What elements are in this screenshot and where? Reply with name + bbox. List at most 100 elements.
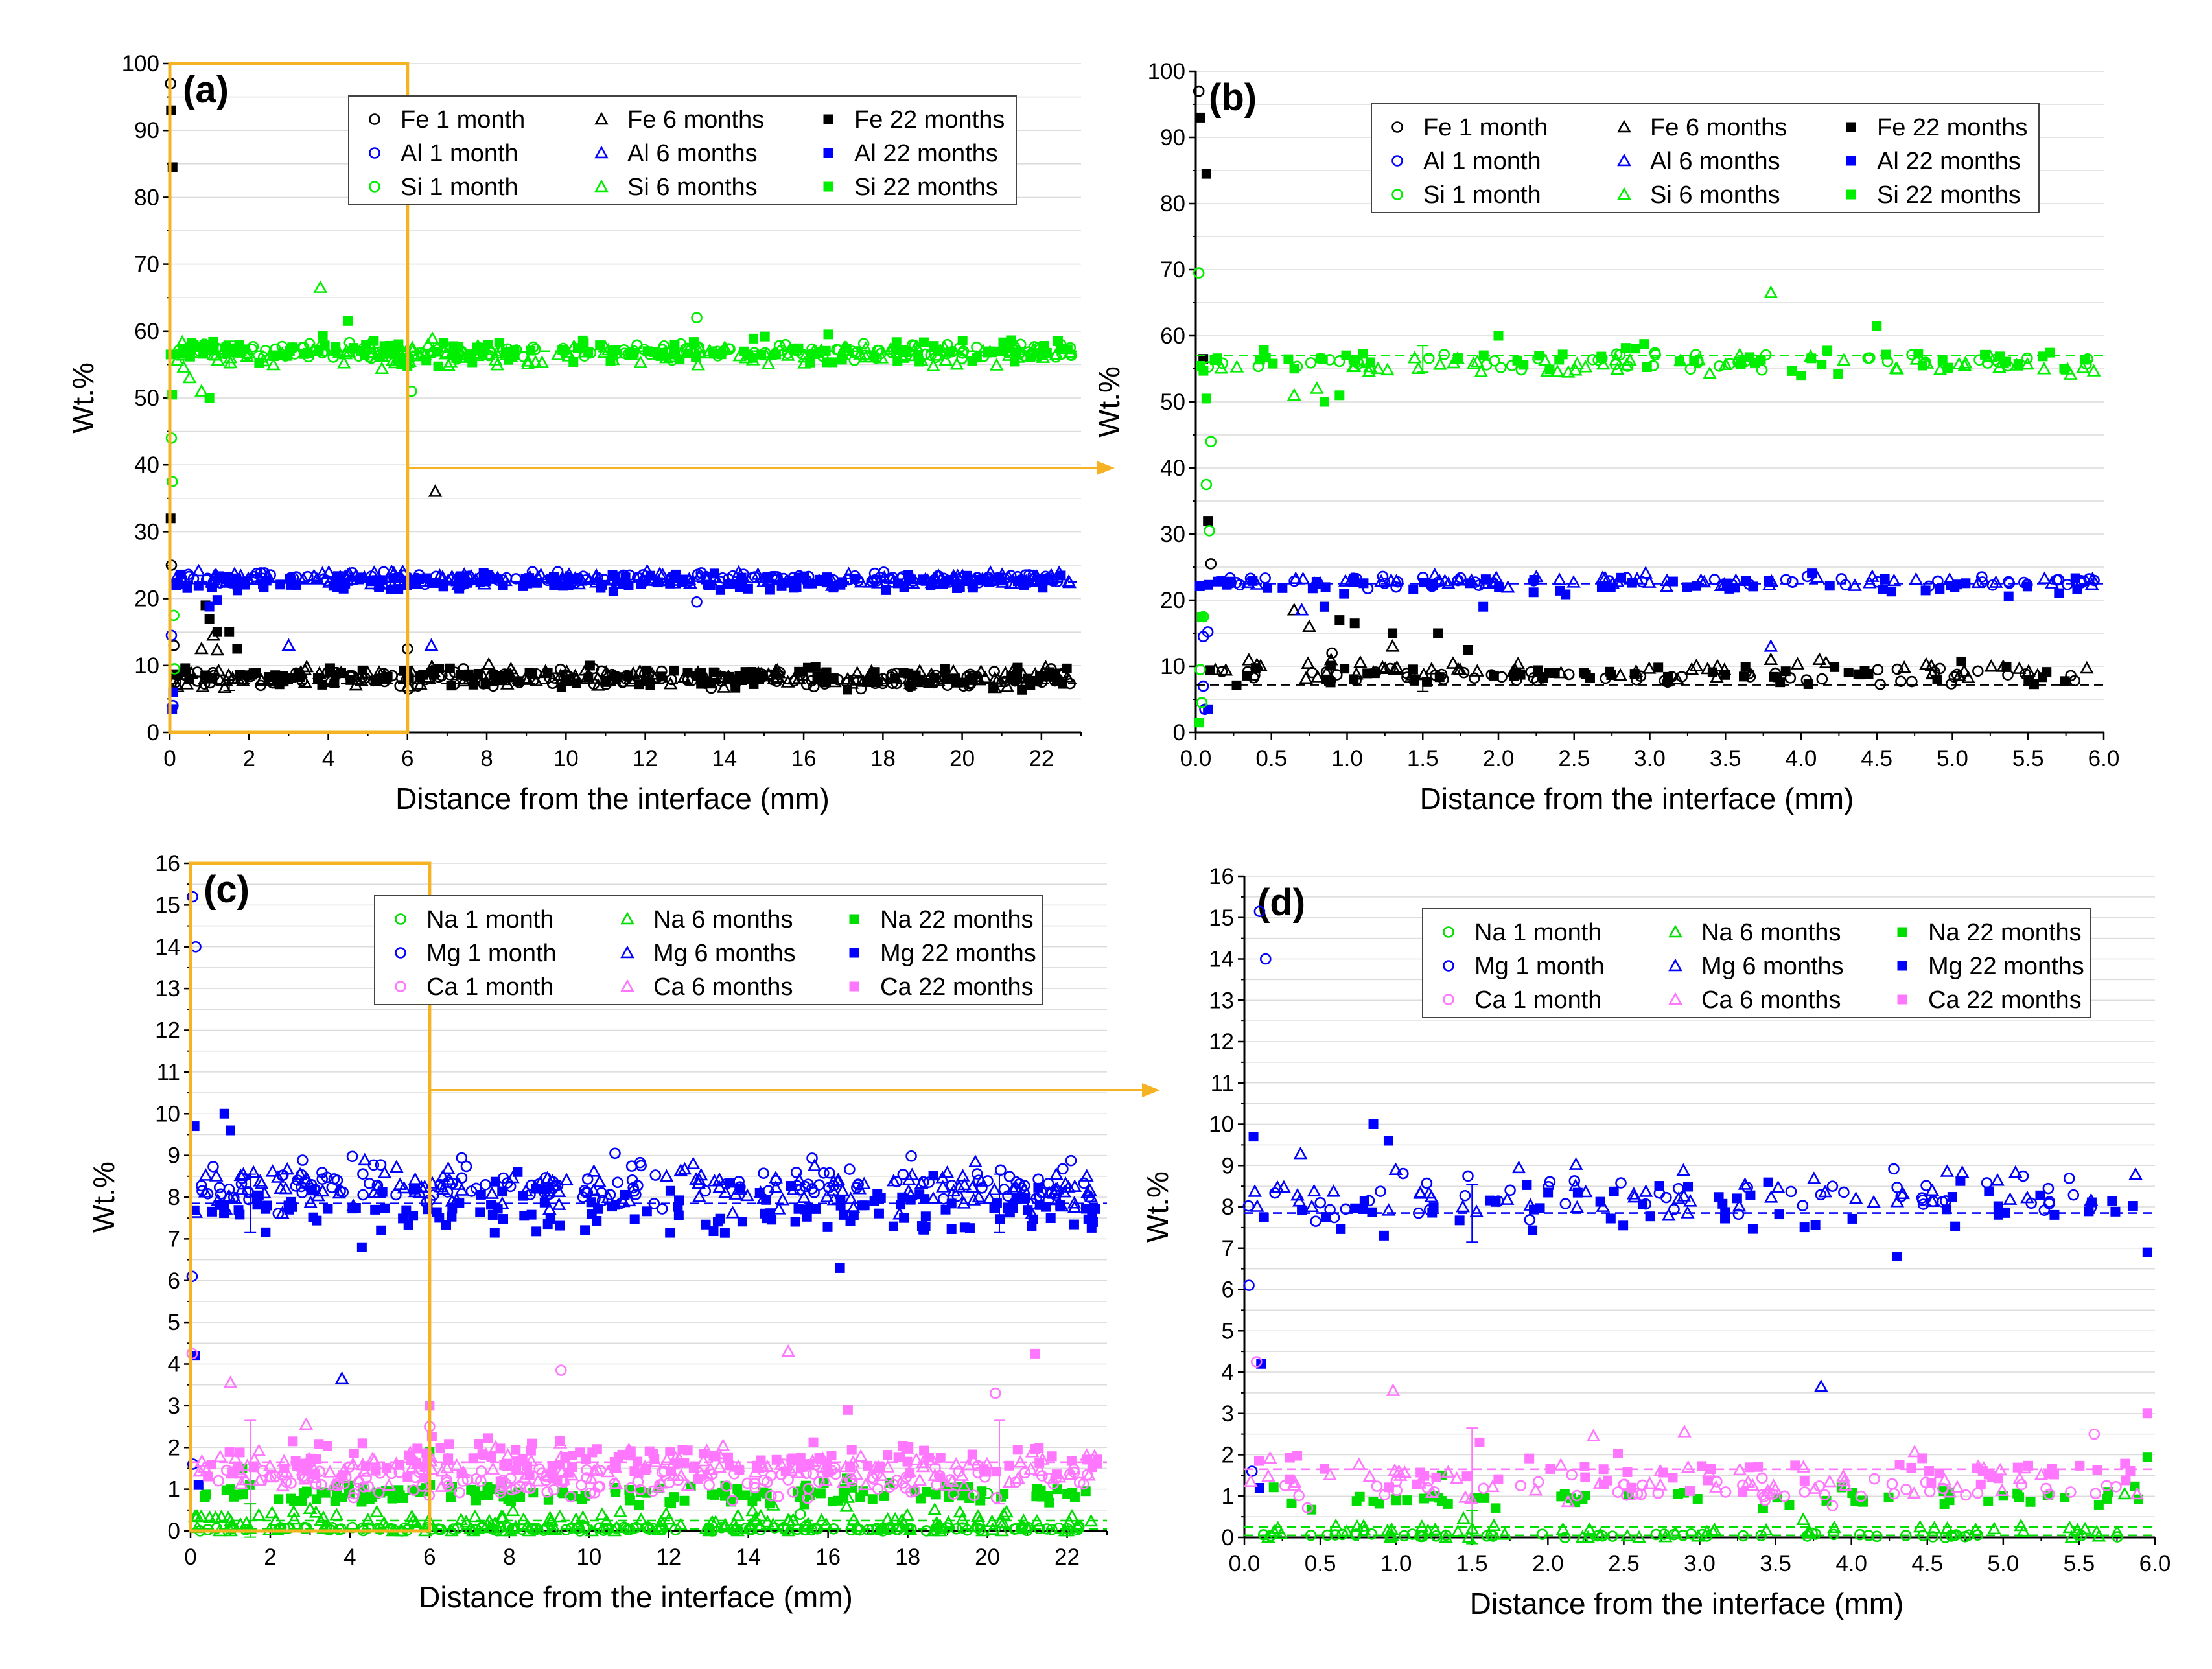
data-point <box>1638 566 1653 579</box>
data-point <box>2001 356 2011 367</box>
x-tick-label: 5.5 <box>2012 746 2044 771</box>
data-point <box>425 331 440 344</box>
data-point <box>826 1451 837 1461</box>
data-point <box>1428 1202 1439 1213</box>
data-point <box>1973 354 1985 366</box>
y-tick-label: 5 <box>1222 1318 1234 1344</box>
data-point <box>749 333 759 344</box>
data-point <box>875 1462 885 1473</box>
data-point <box>1626 1482 1636 1493</box>
y-tick-label: 1 <box>168 1477 180 1502</box>
data-point <box>1529 575 1539 585</box>
outlier-point <box>835 1263 845 1273</box>
y-tick-label: 8 <box>1222 1195 1234 1220</box>
data-point <box>780 675 795 688</box>
data-point <box>967 1449 977 1460</box>
data-point <box>284 1204 294 1215</box>
outlier-point <box>1286 602 1301 616</box>
data-point <box>902 1443 913 1453</box>
data-point <box>385 584 395 594</box>
data-point <box>1408 584 1419 594</box>
data-point <box>251 668 261 678</box>
data-point <box>850 666 865 679</box>
x-tick-label: 1.0 <box>1380 1551 1412 1576</box>
legend-label: Fe 6 months <box>627 106 764 134</box>
data-point <box>1668 1473 1678 1483</box>
data-point <box>413 348 428 362</box>
data-point <box>2069 675 2081 687</box>
data-point <box>613 1451 623 1462</box>
data-point <box>1336 1224 1346 1234</box>
data-point <box>1055 1200 1065 1211</box>
data-point <box>1830 662 1840 672</box>
x-tick-label: 4.5 <box>1911 1551 1943 1576</box>
x-tick-label: 4 <box>322 746 334 771</box>
data-point <box>841 566 856 579</box>
data-point <box>1374 574 1388 587</box>
data-point <box>500 347 511 357</box>
data-point <box>625 1160 638 1172</box>
legend-label: Ca 1 month <box>426 974 553 1001</box>
x-tick-label: 4.0 <box>1786 746 1817 771</box>
data-point <box>920 1211 931 1222</box>
outlier-point <box>1201 393 1211 404</box>
data-point <box>474 1490 485 1500</box>
data-point <box>1610 362 1625 375</box>
data-point <box>1057 1163 1069 1175</box>
data-point <box>336 356 351 369</box>
data-point <box>837 355 847 365</box>
data-point <box>888 1221 898 1231</box>
data-point <box>1325 677 1336 688</box>
outlier-point <box>1334 615 1345 625</box>
data-point <box>1474 364 1489 377</box>
data-point <box>896 1200 906 1210</box>
legend-marker <box>369 181 380 193</box>
data-point <box>1489 670 1499 681</box>
data-point <box>1756 1472 1768 1484</box>
x-tick-label: 4.5 <box>1861 746 1892 771</box>
data-point <box>2128 1167 2143 1180</box>
data-point <box>1925 666 1940 680</box>
y-tick-label: 90 <box>1160 125 1185 150</box>
data-point <box>1203 579 1213 590</box>
data-point <box>348 343 358 353</box>
data-point <box>374 582 384 592</box>
data-point <box>1955 1165 1970 1178</box>
data-point <box>556 682 566 692</box>
x-tick-label: 16 <box>791 746 817 771</box>
legend-label: Mg 1 month <box>426 940 557 967</box>
data-point <box>892 356 903 366</box>
data-point <box>398 1213 408 1224</box>
data-point <box>1289 364 1299 374</box>
data-point <box>874 1208 884 1219</box>
data-point <box>983 565 997 578</box>
data-point <box>414 671 425 681</box>
data-point <box>307 1185 317 1196</box>
data-point <box>2065 1486 2077 1498</box>
data-point <box>931 1489 941 1500</box>
data-point <box>1745 352 1755 362</box>
data-point <box>1086 1222 1097 1233</box>
data-point <box>520 356 535 369</box>
data-point <box>1837 353 1851 366</box>
data-point <box>1466 356 1481 369</box>
data-point <box>771 349 781 360</box>
data-point <box>388 573 399 583</box>
data-point <box>629 1466 640 1476</box>
data-point <box>625 1495 635 1506</box>
legend-label: Na 1 month <box>426 906 553 933</box>
data-point <box>728 674 739 684</box>
data-point <box>1819 655 1834 668</box>
data-point <box>1950 582 1960 592</box>
legend-marker <box>594 111 609 125</box>
data-point <box>477 1449 487 1460</box>
data-point <box>795 572 806 583</box>
data-point <box>941 1515 956 1528</box>
data-point <box>802 662 813 673</box>
data-point <box>1225 576 1235 587</box>
data-point <box>1428 580 1438 590</box>
data-point <box>1036 1485 1046 1495</box>
y-tick-label: 4 <box>168 1352 180 1377</box>
data-point <box>623 580 634 590</box>
